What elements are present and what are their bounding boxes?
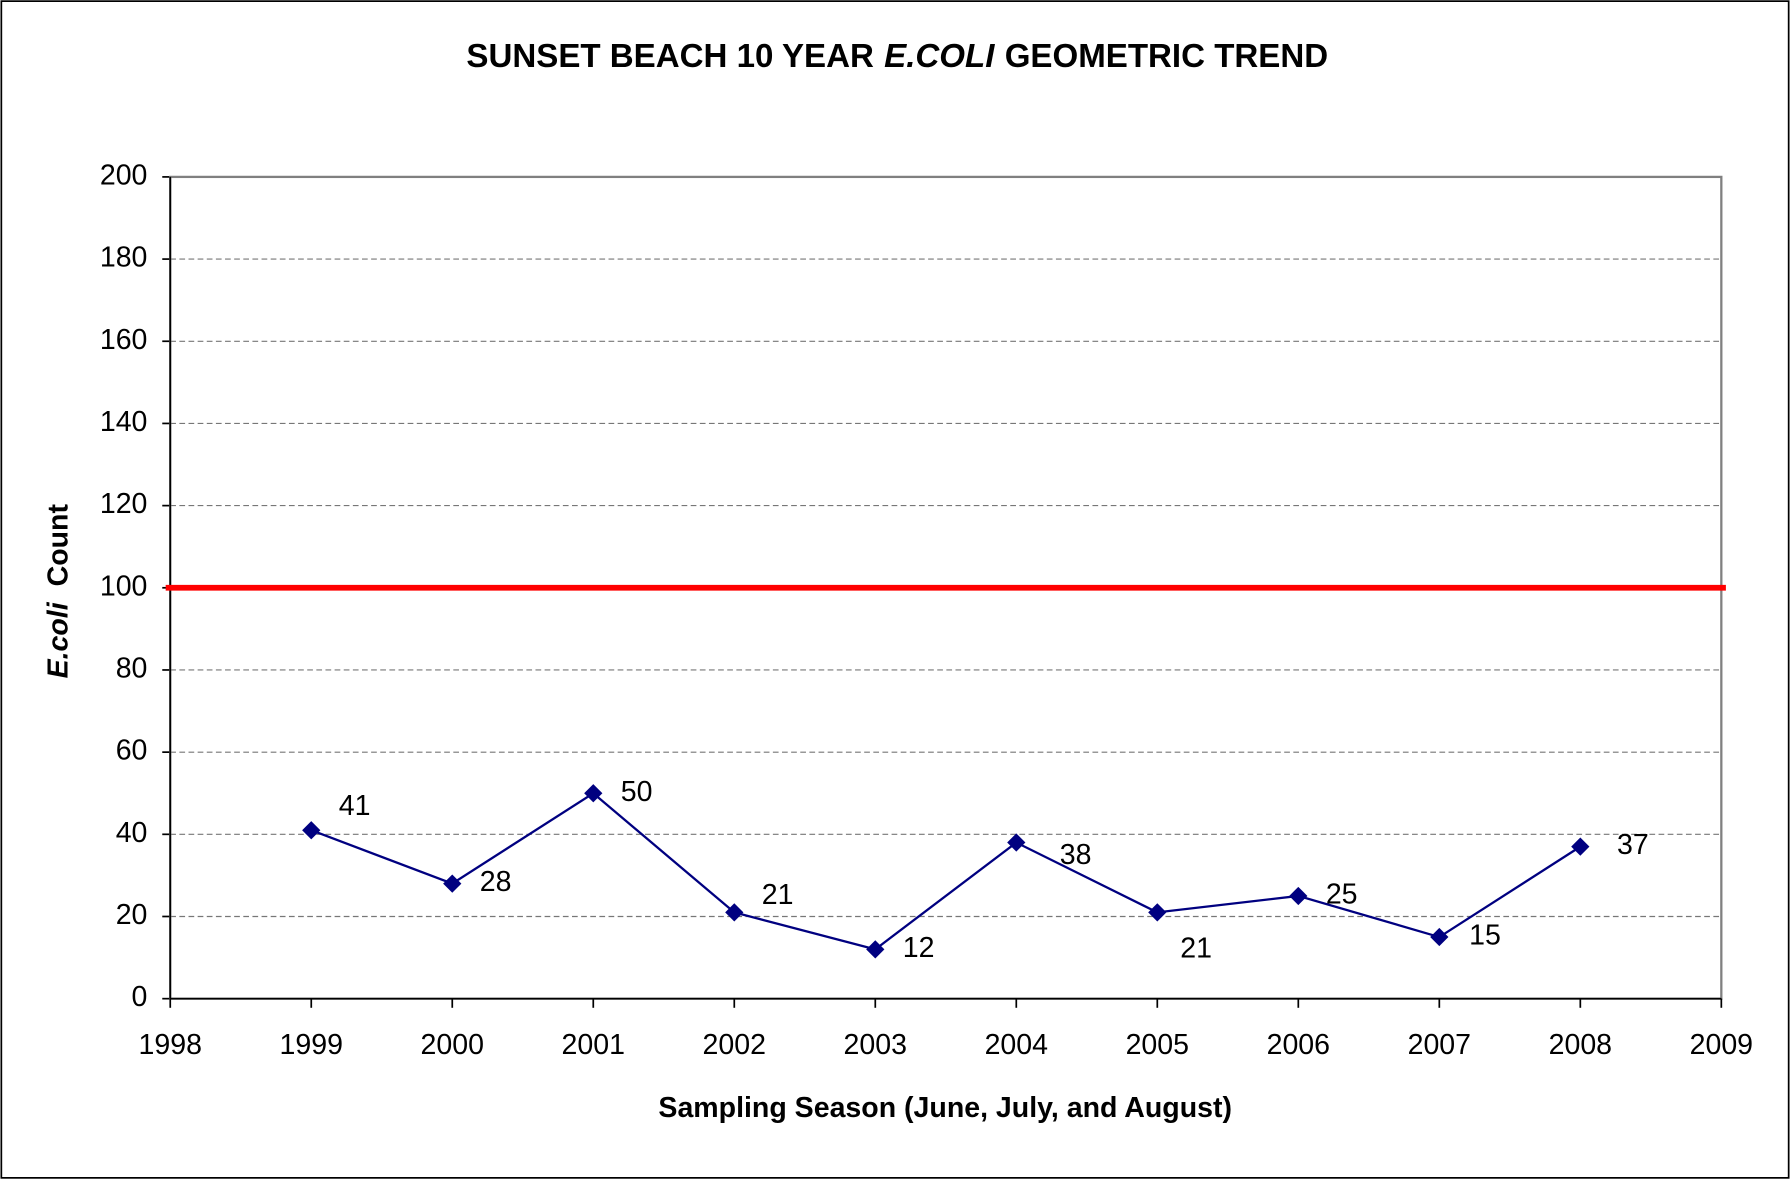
y-tick-label: 140 (100, 406, 148, 438)
data-line (310, 791, 1581, 951)
x-tick-label: 2005 (1126, 1029, 1189, 1061)
x-tick-label: 2007 (1408, 1029, 1471, 1061)
x-axis-title: Sampling Season (June, July, and August) (658, 1092, 1232, 1124)
y-tick-label: 20 (116, 899, 148, 931)
x-tick-label: 2003 (844, 1029, 907, 1061)
data-label: 15 (1469, 920, 1501, 952)
data-label: 21 (762, 879, 794, 911)
data-point (302, 821, 321, 840)
chart-title: SUNSET BEACH 10 YEAR E.COLI GEOMETRIC TREN… (466, 38, 1328, 75)
data-label: 25 (1326, 878, 1358, 910)
y-tick-label: 200 (100, 159, 148, 191)
y-tick-label: 100 (100, 570, 148, 602)
y-tick-label: 80 (116, 652, 148, 684)
data-label: 50 (621, 776, 653, 808)
data-label: 37 (1617, 829, 1649, 861)
y-tick-label: 40 (116, 817, 148, 849)
y-tick-label: 160 (100, 324, 148, 356)
data-point (443, 874, 462, 893)
data-point (1007, 833, 1026, 852)
x-tick-label: 2002 (703, 1029, 766, 1061)
y-tick-label: 0 (132, 981, 148, 1013)
x-tick-label: 1998 (139, 1029, 202, 1061)
x-tick-label: 2000 (421, 1029, 484, 1061)
y-tick-label: 60 (116, 735, 148, 767)
data-point (1289, 886, 1308, 906)
data-label: 28 (480, 866, 512, 898)
x-tick-label: 2006 (1267, 1029, 1330, 1061)
y-axis-title: E.coli Count (42, 504, 74, 679)
y-title-part: E.coli (42, 601, 74, 678)
x-tick-label: 2008 (1549, 1029, 1612, 1061)
title-part: SUNSET BEACH 10 YEAR (466, 38, 874, 75)
data-label: 38 (1060, 839, 1092, 871)
x-tick-label: 1999 (280, 1029, 343, 1061)
data-label: 12 (903, 932, 935, 964)
y-tick-label: 120 (100, 488, 148, 520)
x-tick-label: 2004 (985, 1029, 1049, 1061)
data-point (584, 784, 603, 803)
title-part: E.COLI (884, 38, 995, 75)
x-tick-label: 2001 (562, 1029, 625, 1061)
data-label: 41 (339, 790, 371, 822)
data-point (866, 940, 885, 959)
y-title-part: Count (42, 504, 74, 587)
y-tick-label: 180 (100, 242, 148, 274)
data-label: 21 (1180, 933, 1212, 965)
title-part: GEOMETRIC TREND (1005, 38, 1328, 75)
x-tick-label: 2009 (1690, 1029, 1753, 1061)
data-point (1571, 837, 1590, 856)
